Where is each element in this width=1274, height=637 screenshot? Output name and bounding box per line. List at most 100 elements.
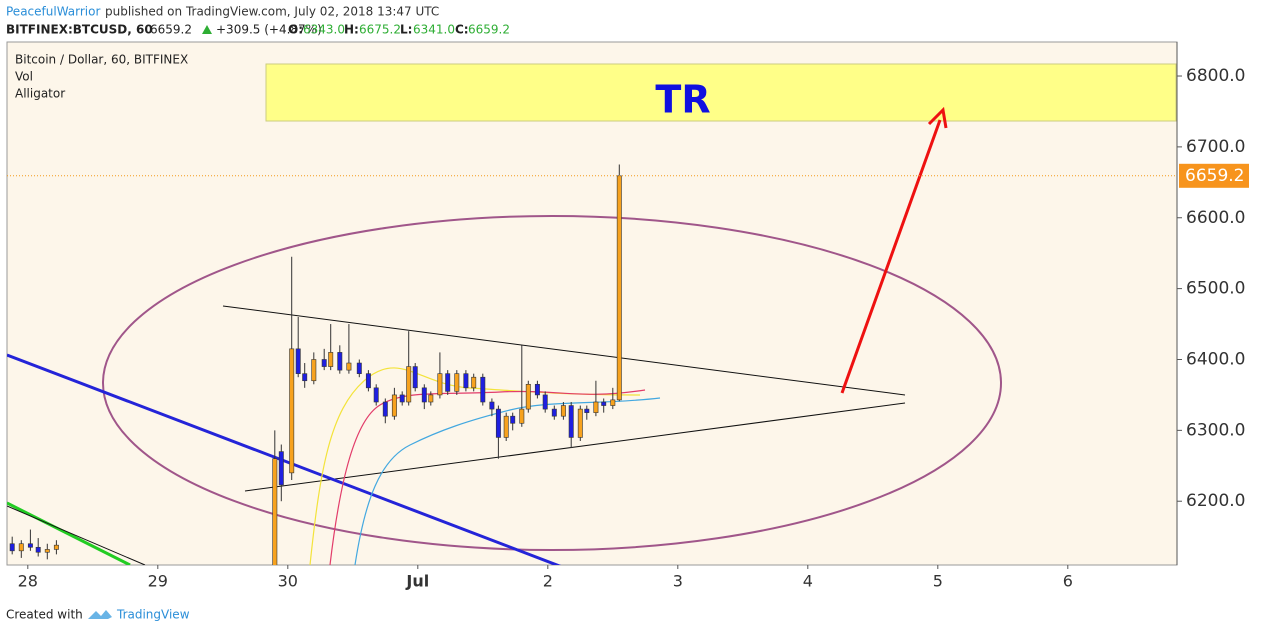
- candle-body: [365, 373, 371, 389]
- candle-body: [53, 544, 59, 550]
- low: 6341.0: [413, 23, 455, 37]
- candle-body: [295, 348, 301, 374]
- c-label: C:: [455, 23, 469, 37]
- candle-body: [391, 394, 397, 417]
- created-with: Created with: [6, 608, 83, 622]
- x-tick-label: 4: [803, 572, 813, 591]
- candle-body: [321, 359, 327, 367]
- candle-body: [584, 408, 590, 413]
- y-tick-label: 6700.0: [1186, 137, 1245, 157]
- candle-body: [18, 543, 24, 552]
- published: published on TradingView.com, July 02, 2…: [105, 5, 439, 19]
- candle-body: [560, 405, 566, 417]
- black-line: [7, 505, 146, 565]
- o-label: O:: [288, 23, 303, 37]
- candles: [9, 164, 622, 565]
- candle-body: [503, 415, 509, 438]
- candle-body: [356, 362, 362, 374]
- candle-body: [610, 399, 616, 406]
- y-tick-label: 6500.0: [1186, 279, 1245, 299]
- candle-body: [463, 373, 469, 389]
- alligator-jaw: [354, 397, 661, 565]
- candle-body: [510, 415, 516, 424]
- x-tick-label: Jul: [405, 572, 429, 591]
- ellipse: [102, 215, 1002, 551]
- x-tick-label: 2: [543, 572, 553, 591]
- candle-body: [437, 373, 443, 396]
- arrow-head: [927, 106, 948, 129]
- candle-body: [421, 387, 427, 403]
- candle-body: [428, 394, 434, 403]
- legend-alligator: Alligator: [15, 87, 65, 101]
- candle-body: [328, 352, 334, 367]
- x-tick-label: 28: [18, 572, 38, 591]
- candle-body: [445, 373, 451, 392]
- candle-body: [27, 543, 33, 548]
- annotation: TR: [655, 78, 710, 122]
- open: 6343.0: [303, 23, 345, 37]
- close: 6659.2: [468, 23, 510, 37]
- candle-body: [9, 543, 15, 552]
- candle-body: [278, 451, 284, 486]
- candle-body: [311, 359, 317, 382]
- legend-vol: Vol: [15, 70, 33, 84]
- candle-body: [471, 376, 477, 389]
- x-tick-label: 6: [1063, 572, 1073, 591]
- candle-body: [601, 401, 607, 406]
- target-box: [265, 63, 1177, 122]
- y-tick-label: 6300.0: [1186, 420, 1245, 440]
- candle-body: [382, 401, 388, 417]
- tv-logo: [88, 610, 112, 619]
- candle-body: [525, 383, 531, 410]
- candle-body: [35, 546, 41, 553]
- candle-body: [406, 366, 412, 403]
- x-tick-label: 3: [673, 572, 683, 591]
- x-tick-label: 5: [933, 572, 943, 591]
- drawings: TR: [7, 63, 1177, 565]
- candle-body: [302, 373, 308, 382]
- y-tick-label: 6600.0: [1186, 208, 1245, 228]
- candle-body: [616, 175, 622, 401]
- candle-body: [346, 362, 352, 371]
- candle-body: [480, 376, 486, 403]
- arrow-shaft: [840, 119, 942, 394]
- candle-body: [551, 408, 557, 417]
- green-line: [7, 501, 131, 565]
- candle-body: [577, 408, 583, 438]
- trend-line: [7, 353, 562, 565]
- y-tick-label: 6400.0: [1186, 349, 1245, 369]
- h-label: H:: [344, 23, 359, 37]
- change: +309.5 (+4.87%): [216, 23, 322, 37]
- high: 6675.2: [359, 23, 401, 37]
- l-label: L:: [400, 23, 412, 37]
- candle-body: [373, 387, 379, 403]
- triangle-top: [222, 305, 906, 396]
- candle-body: [337, 352, 343, 371]
- candle-body: [519, 408, 525, 424]
- candle-body: [489, 401, 495, 410]
- triangle-bottom: [244, 402, 906, 492]
- y-tick-label: 6200.0: [1186, 491, 1245, 511]
- candle-body: [454, 373, 460, 392]
- x-tick-label: 29: [148, 572, 168, 591]
- candle-body: [44, 549, 50, 553]
- candle-body: [593, 401, 599, 413]
- last-price-label: 6659.2: [1185, 166, 1244, 186]
- legend-symbol: Bitcoin / Dollar, 60, BITFINEX: [15, 53, 188, 67]
- candle-body: [495, 408, 501, 438]
- candle-body: [412, 366, 418, 389]
- candle-body: [534, 383, 540, 396]
- last: 6659.2: [150, 23, 192, 37]
- candle-body: [289, 348, 295, 474]
- symbol: BITFINEX:BTCUSD, 60: [6, 23, 153, 37]
- y-tick-label: 6800.0: [1186, 66, 1245, 86]
- author[interactable]: PeacefulWarrior: [6, 5, 100, 19]
- candle-body: [272, 458, 278, 565]
- candle-body: [399, 394, 405, 403]
- up-arrow: [202, 25, 212, 34]
- plot-area: [6, 41, 1178, 566]
- brand[interactable]: TradingView: [116, 608, 190, 622]
- last-price-box: [1179, 163, 1249, 188]
- x-tick-label: 30: [278, 572, 298, 591]
